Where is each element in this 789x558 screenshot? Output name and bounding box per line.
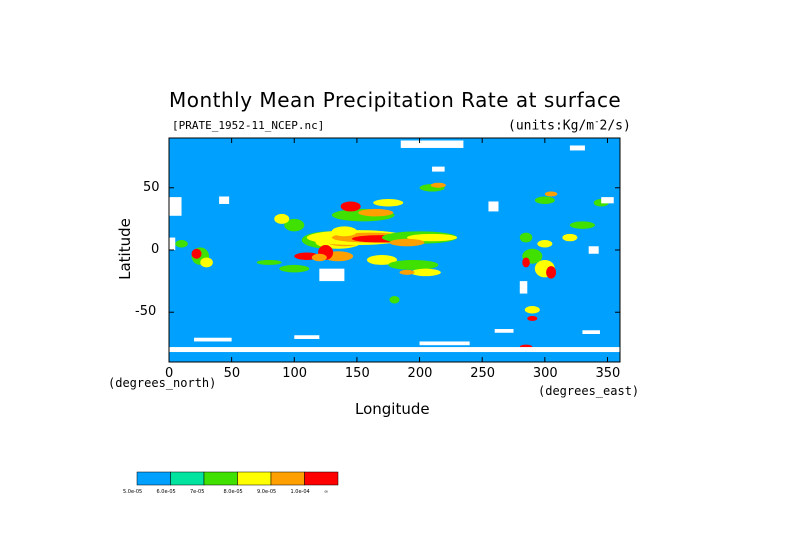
colorbar-swatch (136, 471, 171, 486)
missing-data (169, 237, 176, 250)
precip-region (399, 269, 415, 275)
x-tick-label: 250 (470, 366, 496, 381)
missing-data (519, 281, 528, 294)
precip-region (537, 240, 553, 248)
colorbar-level-label: 7e-05 (190, 489, 205, 495)
missing-data (294, 335, 320, 339)
colorbar-swatch (304, 471, 339, 486)
axis-ticks (168, 137, 621, 363)
precip-region (340, 201, 361, 212)
precip-region (389, 296, 400, 304)
colorbar-level-label: 1.0e-04 (290, 489, 310, 495)
units-label: (units:Kg/m-2/s) (508, 117, 631, 134)
y-tick-label: -50 (135, 304, 157, 320)
precip-region (200, 257, 213, 268)
colorbar-level-label: 8.0e-05 (223, 489, 243, 495)
colorbar-swatch (203, 471, 238, 486)
colorbar-swatch (237, 471, 272, 486)
colorbar-level-label: 9.0e-05 (257, 489, 277, 495)
missing-data (169, 197, 182, 216)
precip-region (569, 221, 595, 229)
colorbar (136, 471, 339, 486)
x-axis-units: (degrees_east) (538, 384, 640, 398)
colorbar-swatch (170, 471, 205, 486)
precip-region (311, 253, 327, 262)
x-tick-label: 50 (223, 366, 241, 381)
precip-region (388, 259, 439, 270)
precip-region (544, 191, 558, 197)
missing-data (569, 145, 585, 151)
x-tick-label: 100 (282, 366, 308, 381)
x-tick-label: 350 (595, 366, 621, 381)
precip-region (524, 306, 540, 314)
missing-data (400, 140, 464, 148)
chart-title: Monthly Mean Precipitation Rate at surfa… (169, 88, 622, 112)
file-label: [PRATE_1952-11_NCEP.nc] (172, 119, 325, 132)
precip-region (522, 257, 530, 268)
precip-region (546, 266, 557, 279)
precip-region (519, 232, 533, 243)
precip-region (358, 208, 394, 217)
missing-data (588, 246, 599, 254)
colorbar-level-label: 6.0e-05 (156, 489, 176, 495)
precip-region (527, 315, 538, 321)
precip-region (256, 259, 282, 265)
precip-region (562, 233, 578, 242)
colorbar-level-label: ∞ (324, 489, 329, 495)
precip-region (279, 264, 310, 273)
precip-region (389, 238, 425, 247)
missing-data (419, 341, 470, 346)
plot-area (169, 138, 620, 362)
precip-region (410, 268, 441, 277)
y-tick-label: 0 (151, 242, 160, 257)
missing-data (219, 196, 230, 204)
colorbar-swatch (270, 471, 305, 486)
precip-region (175, 240, 188, 248)
missing-data (494, 329, 514, 333)
precip-region (284, 218, 305, 232)
precip-region (331, 226, 357, 237)
x-tick-label: 300 (532, 366, 558, 381)
precip-region (373, 198, 404, 207)
x-axis-label: Longitude (355, 400, 430, 418)
x-tick-label: 200 (407, 366, 433, 381)
missing-data (169, 347, 620, 353)
y-axis-units: (degrees_north) (108, 376, 217, 390)
y-tick-label: 50 (143, 179, 160, 195)
precip-region (534, 196, 555, 204)
missing-data (582, 330, 600, 334)
x-tick-label: 0 (165, 366, 174, 381)
map-background (169, 138, 620, 362)
missing-data (601, 197, 614, 204)
missing-data (488, 201, 499, 212)
colorbar-level-label: 5.0e-05 (123, 489, 143, 495)
precip-region (407, 233, 458, 242)
precip-region (274, 213, 290, 224)
missing-data (319, 268, 345, 282)
missing-data (432, 166, 445, 172)
precip-region (430, 182, 446, 188)
precip-region (366, 254, 398, 265)
x-tick-label: 150 (344, 366, 370, 381)
precip-region (191, 248, 202, 259)
missing-data (194, 337, 232, 342)
